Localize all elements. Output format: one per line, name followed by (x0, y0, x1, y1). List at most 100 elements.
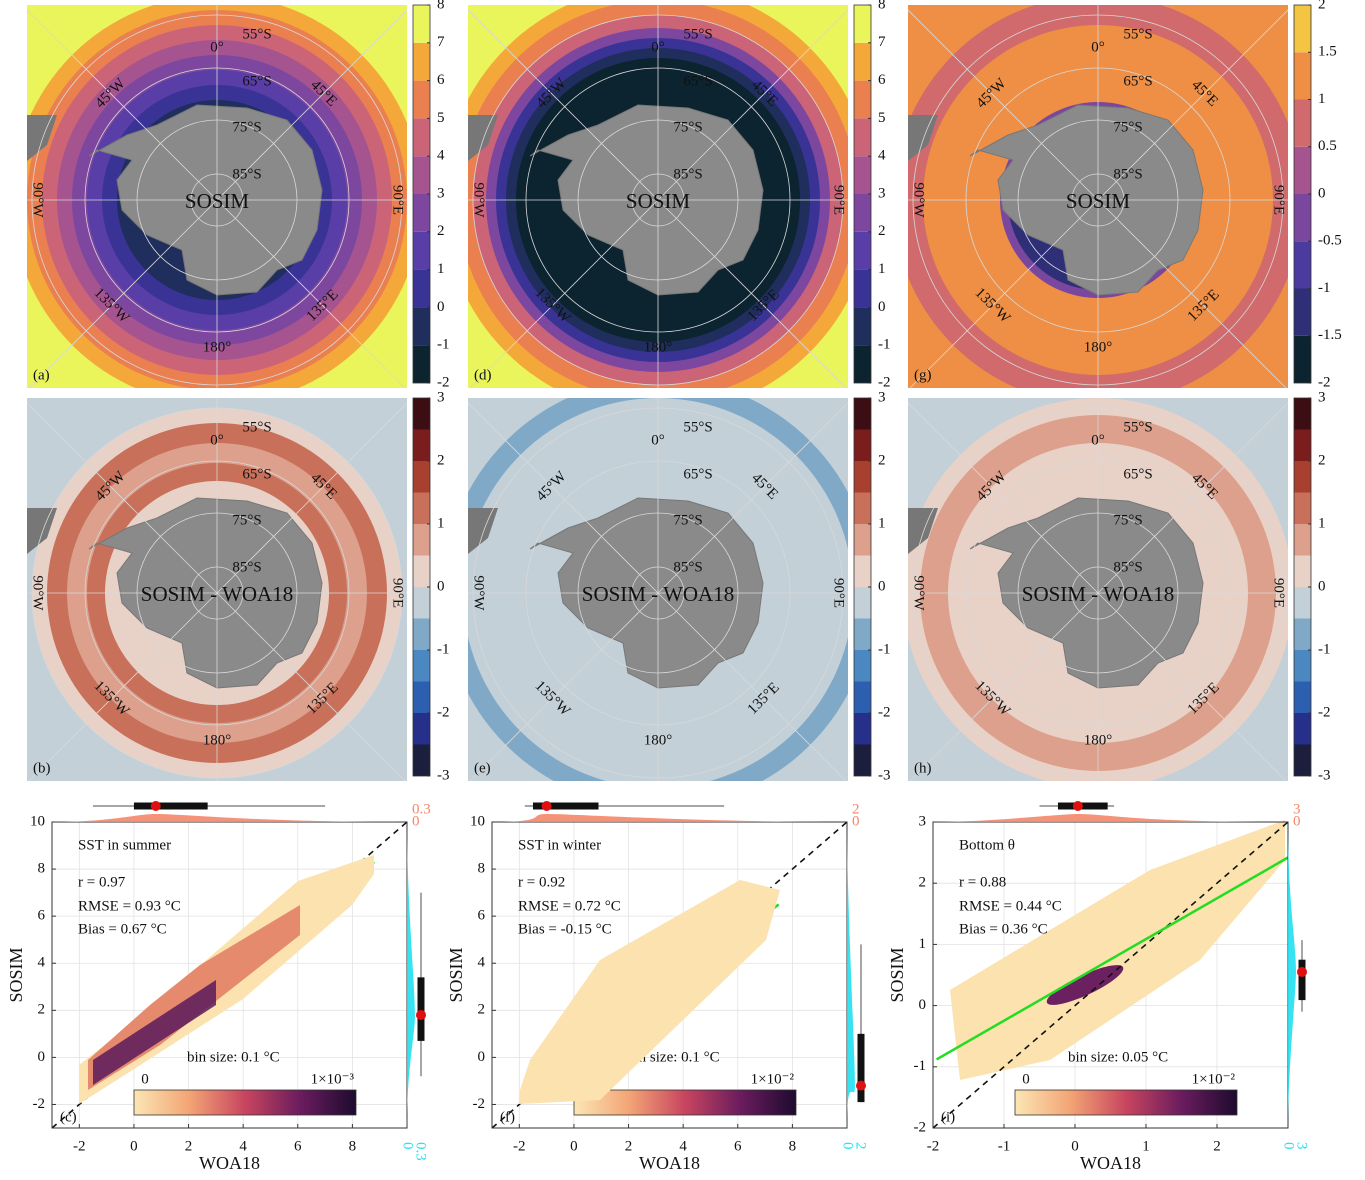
lon-grid (216, 9, 407, 201)
lon-label: 90°W (911, 182, 927, 218)
right-margin-tick-label: 0.3 (413, 1142, 429, 1161)
colorbar-segment (854, 5, 871, 43)
right-margin-tick-label: 0 (1281, 1142, 1297, 1150)
colorbar-tick-label: -1 (878, 337, 891, 353)
y-tick-label: 3 (919, 813, 927, 829)
x-axis-label: WOA18 (639, 1153, 700, 1173)
colorbar-segment (1294, 618, 1311, 650)
panel-label: (d) (474, 367, 492, 383)
y-tick-label: 6 (38, 908, 46, 924)
colorbar-segment (854, 345, 871, 383)
colorbar-tick-label: -3 (437, 767, 450, 783)
lat-label: 65°S (1123, 466, 1152, 482)
lat-label: 85°S (1113, 166, 1142, 182)
map-panel: 55°S65°S75°S85°S0°45°E90°E135°E180°135°W… (27, 398, 407, 781)
x-axis-label: WOA18 (199, 1153, 260, 1173)
colorbar-segment (413, 429, 430, 461)
x-tick-label: -1 (998, 1138, 1011, 1154)
y-axis-label: SOSIM (887, 947, 907, 1002)
colorbar-segment (413, 231, 430, 270)
land (27, 115, 57, 161)
colorbar-segment (1294, 241, 1311, 289)
lat-label: 55°S (1123, 419, 1152, 435)
lon-label: 90°E (390, 578, 406, 608)
box-median (541, 801, 552, 811)
box-median (856, 1080, 866, 1091)
lon-label: 90°W (471, 182, 487, 218)
lon-grid (909, 199, 1099, 388)
colorbar-segment (413, 744, 430, 776)
colorbar-segment (413, 194, 430, 232)
y-tick-label: 2 (919, 875, 927, 891)
land (908, 508, 938, 554)
lon-grid (657, 199, 847, 388)
y-tick-label: 4 (478, 955, 486, 971)
colorbar-segment (854, 42, 871, 81)
lat-label: 65°S (683, 73, 712, 89)
colorbar-segment (1294, 429, 1311, 461)
colorbar-tick-label: 3 (878, 185, 886, 201)
colorbar-segment (1294, 555, 1311, 587)
identity-line (932, 821, 1289, 1129)
map-panel: 55°S65°S75°S85°S0°45°E90°E135°E180°135°W… (908, 398, 1288, 781)
lon-grid (1097, 199, 1287, 388)
x-tick-label: 0 (570, 1138, 578, 1154)
colorbar-tick-label: 2 (1318, 452, 1326, 468)
colorbar-tick-label: -1 (1318, 280, 1331, 296)
colorbar-tick-label: 1 (878, 261, 886, 277)
colorbar-tick-label: 5 (878, 110, 886, 126)
colorbar-segment (1294, 194, 1311, 242)
lat-label: 55°S (242, 26, 271, 42)
x-tick-label: 2 (625, 1138, 633, 1154)
colorbar-tick-label: 1 (437, 261, 445, 277)
lat-label: 75°S (232, 119, 261, 135)
box-median (1072, 801, 1083, 811)
colorbar-segment (854, 194, 871, 232)
colorbar-tick-label: 5 (437, 110, 445, 126)
lon-label: 0° (210, 432, 224, 448)
y-tick-label: 1 (919, 936, 927, 952)
x-tick-label: 0 (1071, 1138, 1079, 1154)
right-distribution (847, 822, 855, 1128)
colorbar-tick-label: 6 (437, 72, 445, 88)
lon-grid (1097, 9, 1288, 201)
colorbar-tick-label: 8 (437, 0, 445, 12)
colorbar-segment (413, 524, 430, 556)
right-distribution (1288, 822, 1296, 1128)
colorbar-segment (1294, 461, 1311, 493)
lon-label: 90°W (30, 575, 46, 611)
annotation: Bias = 0.36 °C (959, 921, 1048, 937)
box-median (1297, 966, 1307, 977)
lat-label: 65°S (242, 73, 271, 89)
y-tick-label: 6 (478, 908, 486, 924)
panel-title: SST in winter (518, 837, 601, 853)
panel-label: (h) (914, 760, 932, 776)
y-tick-label: 8 (478, 861, 486, 877)
lon-label: 0° (1091, 39, 1105, 55)
lon-label: 0° (651, 39, 665, 55)
colorbar-segment (854, 429, 871, 461)
lon-grid (27, 402, 218, 594)
land (468, 115, 498, 161)
colorbar-tick-label: -0.5 (1318, 233, 1342, 249)
map-panel: 55°S65°S75°S85°S0°45°E90°E135°E180°135°W… (27, 5, 407, 388)
y-tick-label: -2 (914, 1119, 927, 1135)
colorbar-segment (854, 681, 871, 713)
y-axis-label: SOSIM (6, 947, 26, 1002)
colorbar-segment (413, 713, 430, 745)
center-text: SOSIM - WOA18 (1022, 582, 1174, 606)
center-text: SOSIM (185, 189, 250, 213)
colorbar-tick-label: 3 (437, 389, 445, 405)
top-margin-tick-label: 0.3 (412, 801, 431, 817)
colorbar-segment (1294, 744, 1311, 776)
lat-label: 85°S (673, 559, 702, 575)
right-margin-tick-label: 3 (1294, 1142, 1310, 1150)
colorbar-tick-label: 0 (878, 299, 886, 315)
y-tick-label: 2 (478, 1002, 486, 1018)
lon-label: 0° (210, 39, 224, 55)
lon-label: 90°W (30, 182, 46, 218)
panel-title: SST in summer (78, 837, 171, 853)
lon-label: 90°E (831, 578, 847, 608)
y-tick-label: 2 (38, 1002, 46, 1018)
colorbar-segment (854, 269, 871, 308)
